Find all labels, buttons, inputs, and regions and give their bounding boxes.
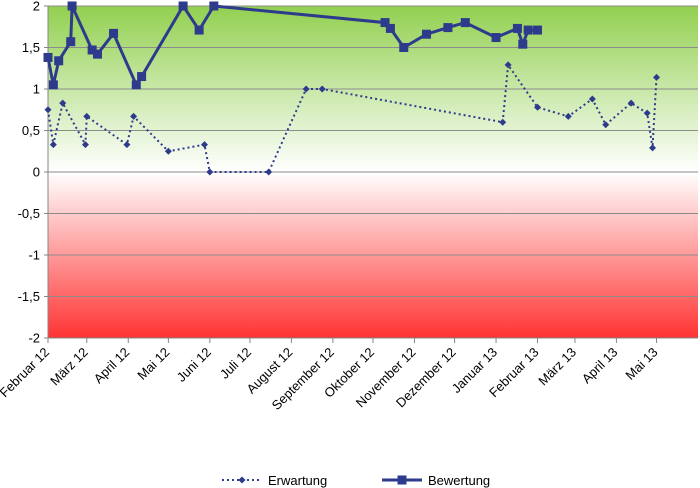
legend-label: Erwartung (268, 473, 327, 488)
y-tick-label: -2 (28, 331, 40, 346)
x-tick-label: Mai 13 (622, 345, 660, 383)
data-point (460, 18, 470, 28)
data-point (178, 1, 188, 11)
x-tick-label: März 13 (535, 345, 579, 389)
data-point (499, 118, 507, 126)
data-point (399, 43, 409, 52)
data-point (265, 168, 273, 176)
y-tick-label: 1,5 (22, 40, 40, 55)
legend-item-erwartung: Erwartung (222, 473, 327, 488)
data-point (130, 112, 138, 120)
data-point (534, 103, 542, 111)
data-point (59, 99, 67, 107)
y-tick-label: -1,5 (18, 289, 40, 304)
data-point (137, 72, 147, 82)
legend: Erwartung Bewertung (222, 473, 490, 488)
data-point (385, 23, 395, 33)
x-tick-label: Juli 12 (217, 345, 254, 382)
data-point (131, 80, 141, 90)
data-point (523, 25, 533, 35)
data-point (653, 73, 661, 81)
legend-marker (238, 476, 246, 484)
data-point (512, 23, 522, 33)
series-erwartung (44, 61, 661, 176)
data-point (380, 18, 390, 28)
data-point (66, 37, 76, 47)
y-tick-label: 0 (33, 165, 40, 180)
data-point (302, 85, 310, 93)
data-point (443, 23, 453, 33)
data-point (194, 25, 204, 35)
data-point (504, 61, 512, 69)
x-tick-label: April 13 (579, 345, 621, 387)
data-point (206, 168, 214, 176)
y-tick-label: 1 (33, 82, 40, 97)
y-axis-ticks: 2 1,5 1 0,5 0 -0,5 -1 -1,5 -2 (18, 0, 48, 346)
data-point (421, 29, 431, 39)
data-point (564, 112, 572, 120)
data-point (43, 52, 53, 62)
x-tick-label: März 12 (47, 345, 91, 389)
legend-item-bewertung: Bewertung (382, 473, 490, 488)
data-point (49, 141, 57, 149)
data-point (67, 1, 77, 11)
data-point (109, 28, 119, 38)
data-point (92, 49, 102, 59)
data-point (164, 147, 172, 155)
data-point (44, 106, 52, 114)
data-point (491, 33, 501, 43)
y-tick-label: -1 (28, 248, 40, 263)
x-tick-label: Juni 12 (174, 345, 214, 385)
series-bewertung (43, 1, 543, 90)
data-point (318, 85, 326, 93)
x-tick-label: April 12 (91, 345, 133, 387)
data-point (533, 25, 543, 35)
data-point (48, 80, 58, 90)
data-point (518, 39, 528, 49)
y-tick-label: 0,5 (22, 123, 40, 138)
data-point (602, 121, 610, 129)
data-point (83, 112, 91, 120)
data-point (87, 45, 97, 55)
series-group (43, 1, 661, 176)
legend-marker (397, 475, 407, 485)
y-tick-label: -0,5 (18, 206, 40, 221)
data-point (643, 109, 651, 117)
data-point (627, 99, 635, 107)
data-point (123, 141, 131, 149)
data-point (588, 95, 596, 103)
data-point (81, 141, 89, 149)
data-point (54, 56, 64, 66)
x-tick-label: Februar 12 (0, 345, 52, 401)
legend-label: Bewertung (428, 473, 490, 488)
data-point (649, 144, 657, 152)
data-point (200, 141, 208, 149)
data-point (209, 1, 219, 11)
y-tick-label: 2 (33, 0, 40, 14)
x-tick-label: Mai 12 (134, 345, 172, 383)
